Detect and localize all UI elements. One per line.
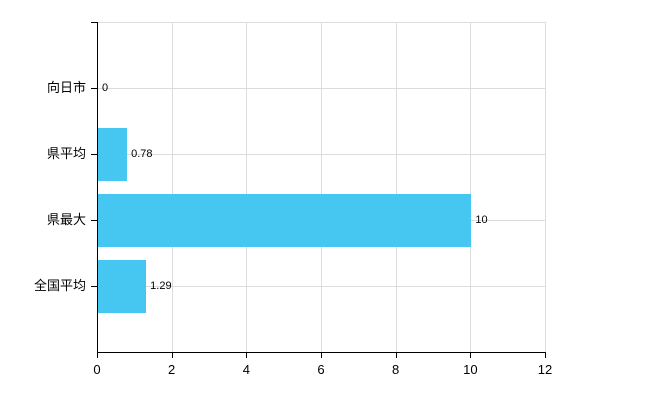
- value-label: 0.78: [131, 148, 153, 160]
- x-axis-tick: [246, 352, 248, 358]
- x-axis-tick: [545, 352, 546, 358]
- y-axis-tick: [91, 154, 97, 155]
- x-gridline: [171, 22, 173, 352]
- x-axis-tick-label: 12: [537, 362, 553, 377]
- x-gridline: [470, 22, 472, 352]
- y-axis-tick: [91, 220, 97, 221]
- x-gridline: [395, 22, 397, 352]
- x-gridline: [246, 22, 248, 352]
- y-gridline: [97, 286, 545, 287]
- category-label: 全国平均: [33, 278, 86, 293]
- x-axis-tick-label: 0: [93, 362, 101, 377]
- x-axis-tick-label: 4: [242, 362, 250, 377]
- y-axis-line: [97, 22, 98, 352]
- x-axis-tick-label: 10: [463, 362, 478, 377]
- y-axis-tick: [91, 22, 97, 23]
- value-label: 10: [475, 214, 488, 226]
- x-axis-tick: [97, 352, 98, 358]
- x-axis-tick: [470, 352, 472, 358]
- x-gridline: [321, 22, 322, 352]
- category-label: 向日市: [46, 80, 86, 95]
- x-axis-tick-label: 8: [392, 362, 400, 377]
- y-gridline: [97, 154, 545, 155]
- value-label: 1.29: [150, 280, 172, 292]
- value-label: 0: [102, 82, 109, 94]
- category-label: 県平均: [46, 146, 86, 161]
- x-axis-tick: [321, 352, 322, 358]
- x-axis-line: [97, 352, 546, 353]
- x-axis-tick-label: 2: [168, 362, 176, 377]
- bar: [98, 259, 147, 313]
- plot-top-gridline: [97, 22, 545, 23]
- bar: [98, 193, 472, 247]
- x-axis-tick-label: 6: [317, 362, 325, 377]
- y-axis-tick: [91, 88, 97, 89]
- x-gridline: [545, 22, 546, 352]
- bar: [98, 127, 128, 181]
- x-axis-tick: [395, 352, 397, 358]
- x-axis-tick: [171, 352, 173, 358]
- y-gridline: [97, 88, 545, 89]
- category-label: 県最大: [46, 212, 86, 227]
- y-axis-tick: [91, 286, 97, 287]
